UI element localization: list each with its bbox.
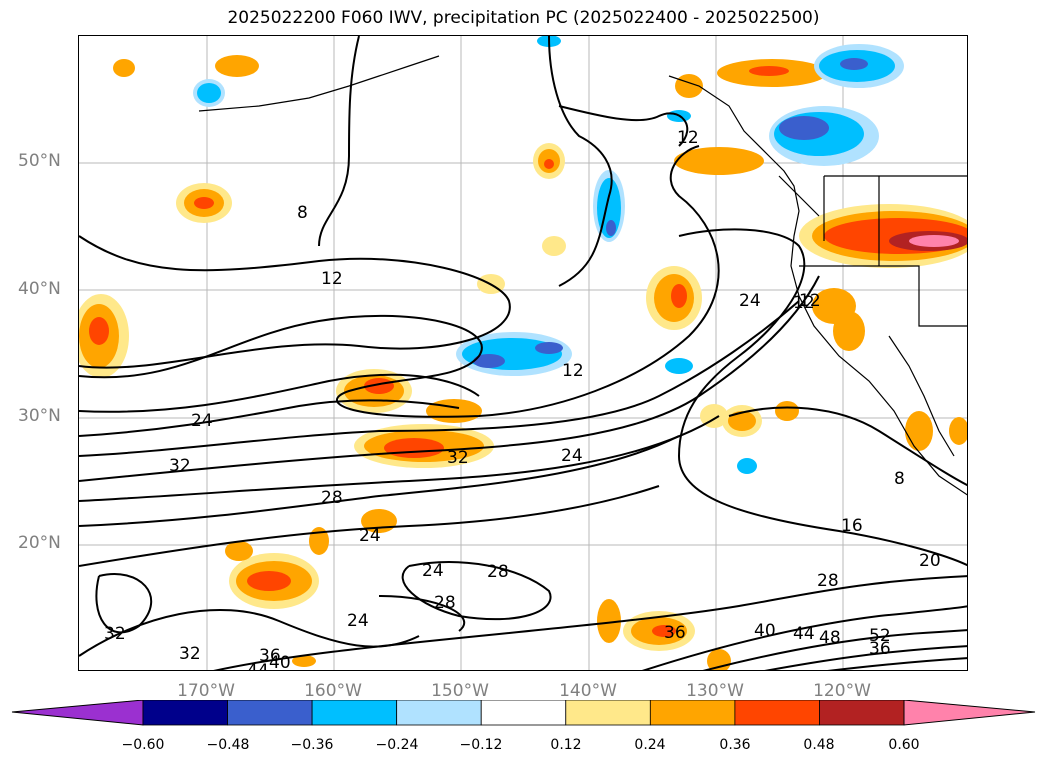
lon-label-140w: 140°W xyxy=(559,681,617,701)
colorbar-box xyxy=(227,700,313,726)
contour-label: 20 xyxy=(919,551,941,571)
colorbar-tick: −0.36 xyxy=(290,737,334,753)
colorbar-boxes xyxy=(142,700,905,726)
contour-label: 52 xyxy=(869,626,891,646)
colorbar-box xyxy=(311,700,398,726)
contour-label: 32 xyxy=(169,456,191,476)
lon-label-150w: 150°W xyxy=(431,681,489,701)
colorbar-left-extend xyxy=(11,700,144,726)
contour-label: 16 xyxy=(841,516,863,536)
lon-label-160w: 160°W xyxy=(304,681,362,701)
map-canvas: 12 12 12 12 8 16 20 24 24 24 24 24 24 28… xyxy=(79,36,967,671)
contour-labels: 12 12 12 12 8 16 20 24 24 24 24 24 24 28… xyxy=(104,128,941,671)
contour-label: 36 xyxy=(664,623,686,643)
contour-label: 8 xyxy=(297,203,308,223)
lon-label-170w: 170°W xyxy=(177,681,235,701)
contour-label: 8 xyxy=(894,469,905,489)
lat-label-40n: 40°N xyxy=(18,279,61,299)
colorbar-tick: 0.24 xyxy=(634,737,666,753)
map-title: 2025022200 F060 IWV, precipitation PC (2… xyxy=(227,8,820,28)
contour-label: 12 xyxy=(321,269,343,289)
contour-label: 12 xyxy=(677,128,699,148)
map-frame: 12 12 12 12 8 16 20 24 24 24 24 24 24 28… xyxy=(78,35,968,671)
contour-label: 24 xyxy=(422,561,444,581)
contour-label: 44 xyxy=(247,661,269,671)
colorbar-box xyxy=(819,700,905,726)
colorbar-box xyxy=(480,700,567,726)
colorbar-box xyxy=(734,700,820,726)
contour-label: 32 xyxy=(104,624,126,644)
contour-label: 44 xyxy=(793,624,815,644)
contour-label: 12 xyxy=(793,293,815,313)
lat-label-20n: 20°N xyxy=(18,533,61,553)
contour-label: 36 xyxy=(259,646,281,666)
contour-label: 24 xyxy=(561,446,583,466)
coastline xyxy=(198,55,967,496)
colorbar-box xyxy=(396,700,482,726)
contour-label: 48 xyxy=(819,628,841,648)
colorbar-tick: −0.60 xyxy=(121,737,165,753)
contour-label: 28 xyxy=(487,562,509,582)
colorbar-tick: 0.60 xyxy=(888,737,920,753)
contour-label: 40 xyxy=(269,653,291,671)
lon-label-120w: 120°W xyxy=(813,681,871,701)
contour-label: 24 xyxy=(191,411,213,431)
contour-label: 36 xyxy=(869,639,891,659)
lat-label-50n: 50°N xyxy=(18,151,61,171)
contour-label: 24 xyxy=(347,611,369,631)
colorbar-box xyxy=(142,700,228,726)
colorbar-box xyxy=(565,700,651,726)
contour-label: 28 xyxy=(817,571,839,591)
colorbar-box xyxy=(649,700,736,726)
contour-label: 12 xyxy=(562,361,584,381)
colorbar-tick: −0.24 xyxy=(375,737,419,753)
contour-label: 28 xyxy=(321,488,343,508)
contour-label: 24 xyxy=(739,291,761,311)
iwv-contours xyxy=(79,36,967,670)
colorbar-tick: −0.48 xyxy=(206,737,250,753)
contour-label: 28 xyxy=(434,593,456,613)
contour-label: 12 xyxy=(799,291,821,311)
colorbar xyxy=(11,700,1036,726)
colorbar-tick: 0.12 xyxy=(550,737,582,753)
colorbar-tick: 0.48 xyxy=(803,737,835,753)
colorbar-tick: 0.36 xyxy=(719,737,751,753)
lon-label-130w: 130°W xyxy=(686,681,744,701)
contour-label: 32 xyxy=(447,448,469,468)
contour-label: 32 xyxy=(179,644,201,664)
contour-label: 40 xyxy=(754,621,776,641)
precip-positive-blobs xyxy=(79,55,967,670)
lat-label-30n: 30°N xyxy=(18,406,61,426)
colorbar-right-extend xyxy=(903,700,1036,726)
precip-negative-blobs xyxy=(193,36,904,474)
colorbar-tick: −0.12 xyxy=(459,737,503,753)
contour-label: 24 xyxy=(359,526,381,546)
